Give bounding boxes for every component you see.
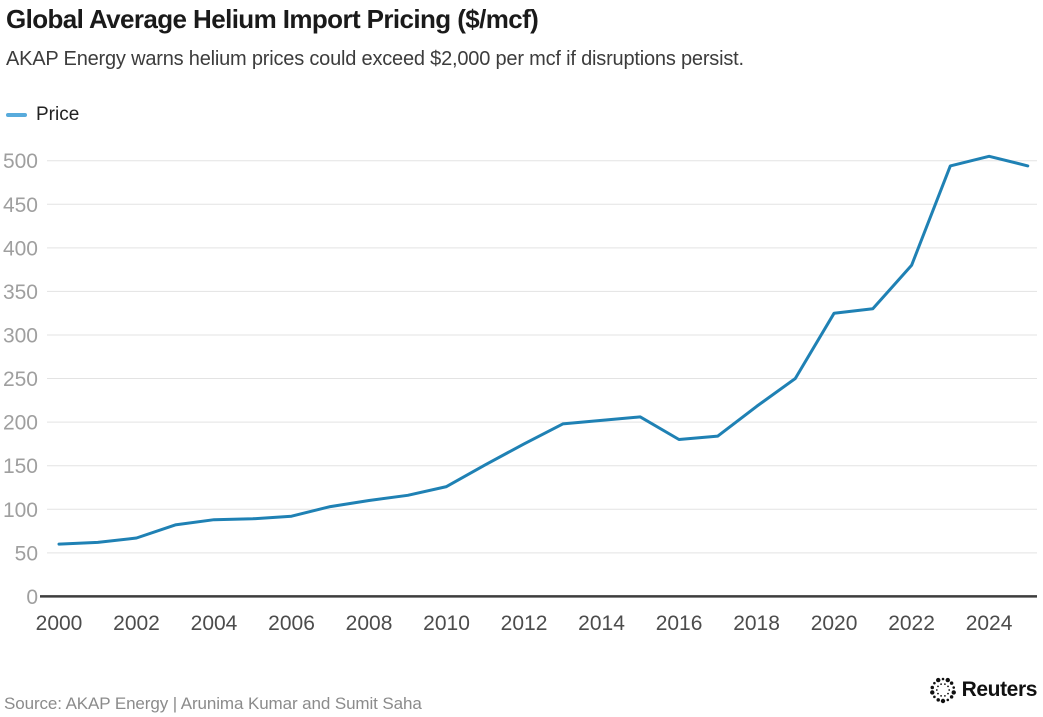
logo-dot bbox=[943, 694, 946, 697]
logo-dot bbox=[939, 683, 942, 686]
y-tick-label: 450 bbox=[3, 194, 38, 217]
logo-dot bbox=[945, 677, 950, 683]
logo-dot bbox=[946, 692, 949, 695]
y-tick-label: 500 bbox=[3, 150, 38, 173]
logo-dot bbox=[935, 689, 938, 691]
logo-dot bbox=[940, 698, 945, 704]
logo-dot bbox=[939, 694, 942, 697]
price-line-series bbox=[57, 154, 1030, 546]
y-tick-label: 300 bbox=[3, 324, 38, 347]
logo-dot bbox=[930, 685, 934, 690]
x-tick-label: 2010 bbox=[423, 612, 470, 635]
logo-dot bbox=[946, 698, 949, 702]
logo-dot bbox=[935, 677, 941, 683]
chart-legend: Price bbox=[6, 104, 79, 126]
logo-dot bbox=[952, 686, 955, 689]
x-tick-label: 2006 bbox=[268, 612, 315, 635]
logo-dot bbox=[947, 689, 950, 691]
logo-dot bbox=[932, 681, 936, 685]
x-tick-label: 2016 bbox=[656, 612, 703, 635]
logo-dot bbox=[936, 685, 939, 688]
chart-subtitle: AKAP Energy warns helium prices could ex… bbox=[6, 48, 744, 70]
logo-dot bbox=[949, 681, 953, 685]
logo-dot bbox=[932, 695, 936, 699]
logo-dot bbox=[936, 692, 939, 695]
logo-dot bbox=[936, 698, 940, 702]
logo-dot bbox=[943, 683, 946, 686]
x-tick-label: 2002 bbox=[113, 612, 160, 635]
y-tick-label: 250 bbox=[3, 368, 38, 391]
y-tick-label: 50 bbox=[15, 542, 38, 565]
y-tick-label: 150 bbox=[3, 455, 38, 478]
x-tick-label: 2014 bbox=[578, 612, 625, 635]
y-tick-label: 350 bbox=[3, 281, 38, 304]
logo-dot bbox=[946, 685, 949, 688]
reuters-logo-emblem bbox=[929, 677, 956, 704]
x-tick-label: 2018 bbox=[733, 612, 780, 635]
price-series-legend-marker bbox=[6, 113, 27, 117]
logo-dot bbox=[951, 690, 956, 695]
x-tick-label: 2022 bbox=[888, 612, 935, 635]
logo-dot bbox=[949, 695, 953, 699]
x-tick-label: 2000 bbox=[36, 612, 83, 635]
price-series-legend-label: Price bbox=[36, 104, 80, 125]
page-title: Global Average Helium Import Pricing ($/… bbox=[6, 4, 539, 34]
logo-dot bbox=[929, 690, 935, 695]
logo-dot bbox=[941, 677, 944, 681]
y-tick-label: 100 bbox=[3, 499, 38, 522]
y-tick-label: 0 bbox=[26, 586, 38, 609]
x-tick-label: 2008 bbox=[346, 612, 393, 635]
source-attribution: Source: AKAP Energy | Arunima Kumar and … bbox=[4, 694, 422, 713]
reuters-wordmark: Reuters bbox=[961, 678, 1038, 701]
x-tick-label: 2020 bbox=[811, 612, 858, 635]
x-tick-label: 2004 bbox=[191, 612, 238, 635]
x-tick-label: 2024 bbox=[966, 612, 1013, 635]
reuters-logo: Reuters bbox=[929, 676, 1037, 704]
x-tick-label: 2012 bbox=[501, 612, 548, 635]
y-tick-label: 400 bbox=[3, 237, 38, 260]
y-tick-label: 200 bbox=[3, 412, 38, 435]
